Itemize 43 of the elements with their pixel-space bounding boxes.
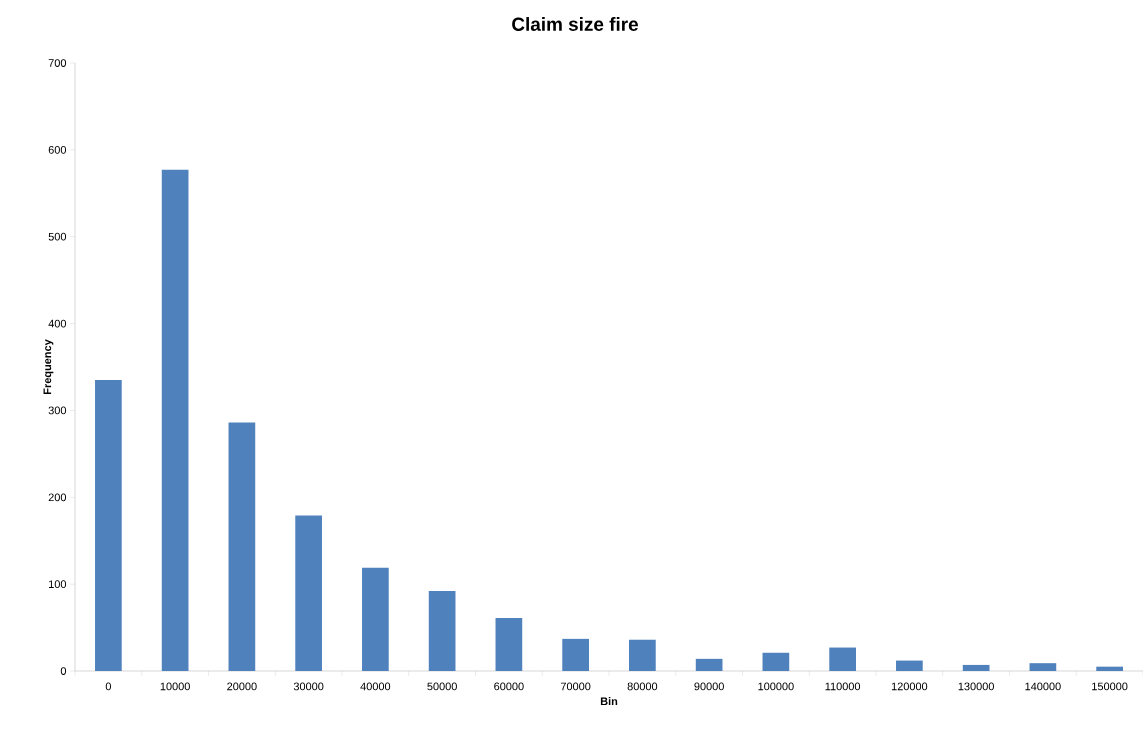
y-tick-label: 200 (48, 493, 67, 502)
x-tick-label: 100000 (758, 682, 794, 691)
y-tick-label: 100 (49, 580, 67, 589)
y-tick-label: 600 (48, 145, 67, 154)
x-tick-label: 150000 (1092, 682, 1128, 691)
x-tick-label: 130000 (958, 682, 994, 691)
bar (562, 638, 589, 671)
x-tick-label: 50000 (427, 682, 457, 691)
x-tick-label: 90000 (694, 682, 724, 691)
y-axis-title: Frequency (43, 339, 54, 394)
bar (1029, 663, 1057, 671)
x-tick-label: 60000 (494, 682, 524, 691)
y-tick-label: 400 (48, 319, 67, 328)
bar (829, 647, 856, 671)
bar (95, 380, 122, 671)
x-tick-label: 0 (105, 682, 111, 691)
bar (1096, 666, 1123, 671)
chart-title: Claim size fire (512, 17, 638, 31)
y-tick-label: 300 (48, 406, 67, 415)
bar (295, 515, 322, 671)
bar (896, 660, 923, 671)
y-tick-label: 0 (60, 667, 67, 675)
bar (495, 618, 523, 671)
x-tick-label: 40000 (360, 682, 391, 691)
x-tick-label: 110000 (825, 682, 861, 691)
bar (962, 664, 990, 671)
bar (695, 658, 723, 671)
bar (629, 639, 656, 671)
x-tick-label: 140000 (1025, 682, 1061, 691)
y-tick-label: 700 (48, 59, 67, 67)
x-tick-label: 70000 (560, 682, 591, 691)
bar (362, 567, 389, 671)
bar (762, 652, 790, 671)
x-tick-label: 120000 (891, 682, 928, 691)
x-tick-label: 10000 (160, 682, 190, 691)
x-tick-label: 80000 (627, 682, 658, 691)
bar (428, 591, 456, 671)
x-tick-label: 20000 (227, 682, 257, 691)
x-axis-title: Bin (600, 697, 618, 706)
y-tick-label: 500 (48, 232, 67, 241)
bar (161, 169, 189, 671)
x-tick-label: 30000 (293, 682, 324, 691)
bar (228, 422, 256, 671)
